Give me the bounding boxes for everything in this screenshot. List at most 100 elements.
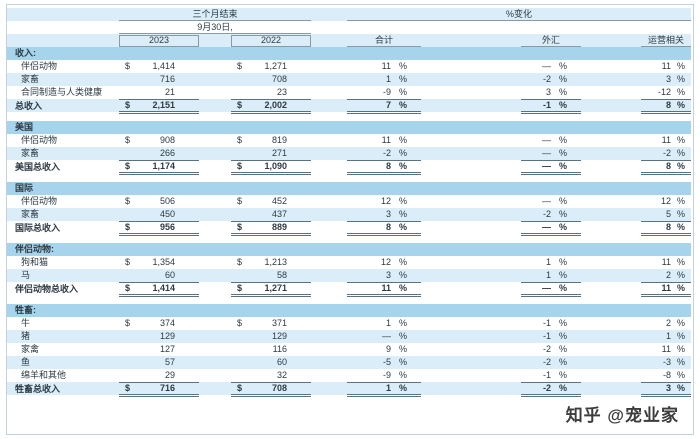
percent-sign: %	[559, 270, 568, 280]
dollar-sign: $	[237, 257, 243, 267]
amount-2023: 60	[164, 270, 175, 280]
total-change-value: -9	[382, 370, 391, 380]
table-row: 伴侣动物 $1,414 $1,271 11% —% 11%	[7, 60, 691, 73]
value-2023-cell: $374	[119, 317, 199, 330]
fx-change-value: 3	[545, 87, 551, 97]
table-row: 伴侣动物 $908 $819 11% —% 11%	[7, 134, 691, 147]
amount-2022: 1,090	[264, 161, 287, 171]
amount-2023: 450	[159, 209, 175, 219]
table-row: 牲畜:	[7, 304, 691, 317]
total-change-value: 8	[347, 221, 391, 236]
amount-2022: 2,002	[264, 100, 287, 110]
total-change-value: 11	[381, 61, 391, 71]
amount-2022: 437	[271, 209, 287, 219]
total-change-value: 12	[380, 257, 391, 267]
row-spacer	[7, 234, 691, 243]
value-2022-cell: $452	[231, 195, 311, 208]
value-2022-cell: 116	[231, 343, 311, 356]
percent-sign: %	[671, 160, 691, 175]
value-2023-cell: $908	[119, 134, 199, 147]
row-label: 伴侣动物总收入	[15, 284, 79, 294]
operational-change-value: 8	[641, 99, 671, 114]
percent-sign: %	[391, 382, 421, 397]
value-2023-cell: 57	[119, 356, 199, 369]
row-label: 伴侣动物	[21, 61, 58, 71]
value-2023-cell: 716	[119, 73, 199, 86]
fx-change-value: -1	[521, 99, 551, 114]
percent-sign: %	[399, 209, 408, 219]
amount-2023: 506	[159, 196, 175, 206]
dollar-sign: $	[125, 283, 131, 293]
value-2023-cell: 29	[119, 369, 199, 382]
amount-2023: 2,151	[152, 100, 175, 110]
percent-sign: %	[399, 270, 408, 280]
row-label: 家畜	[21, 74, 40, 84]
row-label: 牲畜:	[15, 305, 36, 315]
table-row: 猪 129 129 —% -1% 1%	[7, 330, 691, 343]
value-2022-cell: $1,213	[231, 256, 311, 269]
value-2022-cell: 32	[231, 369, 311, 382]
dollar-sign: $	[237, 283, 243, 293]
total-change-value: 11	[381, 135, 391, 145]
total-change-value: —	[382, 331, 391, 341]
operational-change-value: 11	[661, 344, 671, 354]
percent-sign: %	[559, 74, 568, 84]
row-label: 牲畜总收入	[15, 384, 61, 394]
total-change-value: 3	[385, 270, 391, 280]
value-2023-cell: $1,414	[119, 282, 199, 297]
value-2023-cell: $1,354	[119, 256, 199, 269]
percent-sign: %	[559, 148, 568, 158]
percent-sign: %	[399, 257, 408, 267]
amount-2022: 1,271	[264, 283, 287, 293]
percent-sign: %	[551, 282, 581, 297]
fx-change-value: -2	[542, 357, 551, 367]
amount-2023: 127	[159, 344, 175, 354]
amount-2023: 266	[159, 148, 175, 158]
percent-sign: %	[677, 74, 686, 84]
amount-2022: 23	[276, 87, 287, 97]
dollar-sign: $	[125, 222, 131, 232]
total-change-value: -9	[382, 87, 391, 97]
percent-sign: %	[559, 209, 568, 219]
dollar-sign: $	[237, 318, 243, 328]
dollar-sign: $	[125, 135, 131, 145]
percent-sign: %	[399, 344, 408, 354]
value-2022-cell: $1,271	[231, 60, 311, 73]
row-label: 伴侣动物	[21, 196, 58, 206]
operational-change-value: 11	[641, 282, 671, 297]
percent-sign: %	[677, 370, 686, 380]
value-2022-cell: $889	[231, 221, 311, 236]
percent-sign: %	[399, 196, 408, 206]
amount-2022: 1,213	[264, 257, 287, 267]
percent-sign: %	[391, 282, 421, 297]
value-2022-cell: $1,271	[231, 282, 311, 297]
table-row: 牲畜总收入 $716 $708 1% -2% 3%	[7, 382, 691, 397]
percent-sign: %	[399, 148, 408, 158]
percent-sign: %	[677, 331, 686, 341]
row-label: 鱼	[21, 357, 31, 367]
operational-change-value: 11	[661, 257, 671, 267]
value-2023-cell: 21	[119, 86, 199, 99]
row-label: 合同制造与人类健康	[21, 87, 103, 97]
fx-change-value: -2	[542, 209, 551, 219]
value-2022-cell: $708	[231, 382, 311, 397]
percent-sign: %	[677, 318, 686, 328]
dollar-sign: $	[125, 196, 131, 206]
amount-2023: 1,414	[152, 283, 175, 293]
amount-2022: 32	[276, 370, 287, 380]
amount-2022: 452	[271, 196, 287, 206]
fx-change-value: 1	[545, 270, 551, 280]
percent-sign: %	[551, 221, 581, 236]
table-row: 收入:	[7, 47, 691, 60]
table-row: 家畜 716 708 1% -2% 3%	[7, 73, 691, 86]
dollar-sign: $	[125, 383, 131, 393]
value-2023-cell: 60	[119, 269, 199, 282]
fx-change-value: -2	[542, 344, 551, 354]
row-label: 美国	[15, 122, 34, 132]
operational-change-value: 12	[660, 196, 671, 206]
table-row: 美国总收入 $1,174 $1,090 8% —% 8%	[7, 160, 691, 175]
amount-2022: 271	[271, 148, 287, 158]
table-row: 合同制造与人类健康 21 23 -9% 3% -12%	[7, 86, 691, 99]
row-spacer	[7, 295, 691, 304]
value-2022-cell: 23	[231, 86, 311, 99]
